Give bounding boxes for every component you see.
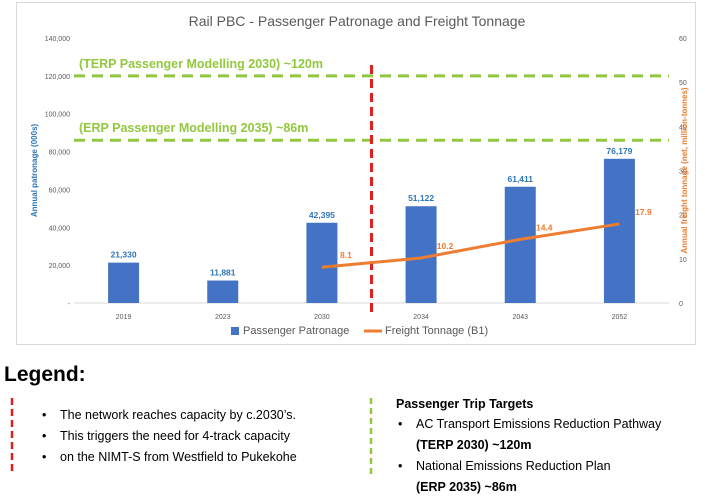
bar-label-2019: 21,330 (111, 250, 137, 260)
bar-label-2030: 42,395 (309, 210, 335, 220)
bar-label-2023: 11,881 (210, 268, 236, 278)
x-tick-label: 2034 (413, 314, 429, 321)
y-left-tick-label: 20,000 (49, 263, 71, 270)
y-right-tick-label: 30 (679, 169, 687, 176)
y-right-tick-label: 10 (679, 257, 687, 264)
y-left-tick-label: - (68, 301, 71, 308)
bar-2019 (108, 262, 140, 303)
capacity-note-2: This triggers the need for 4-track capac… (38, 426, 358, 447)
freight-line (321, 222, 620, 269)
chart-title: Rail PBC - Passenger Patronage and Freig… (189, 13, 526, 29)
y-left-tick-label: 60,000 (49, 187, 71, 194)
y-right-tick-label: 60 (679, 36, 687, 43)
legend-label-passenger: Passenger Patronage (243, 325, 349, 337)
capacity-marker-legend-line (10, 398, 14, 474)
target-item-erp: National Emissions Reduction Plan (ERP 2… (396, 456, 696, 498)
target-erp-value: (ERP 2035) ~86m (416, 480, 517, 494)
y-left-tick-label: 120,000 (45, 74, 70, 81)
bar-label-2052: 76,179 (606, 146, 632, 156)
legend-title: Legend: (4, 363, 86, 386)
y-right-tick-label: 50 (679, 80, 687, 87)
y-left-tick-label: 80,000 (49, 150, 71, 157)
bar-label-2043: 61,411 (507, 174, 533, 184)
bar-2023 (207, 280, 239, 303)
legend-label-freight: Freight Tonnage (B1) (385, 325, 488, 337)
chart-container: Rail PBC - Passenger Patronage and Freig… (16, 2, 696, 345)
y-left-tick-label: 140,000 (45, 36, 70, 43)
y-right-tick-label: 20 (679, 213, 687, 220)
x-tick-label: 2043 (512, 314, 528, 321)
freight-label-2052: 17.9 (635, 207, 652, 217)
y-right-tick-label: 40 (679, 124, 687, 131)
freight-label-2034: 10.2 (437, 241, 454, 251)
targets-title: Passenger Trip Targets (396, 397, 534, 411)
y-left-tick-label: 40,000 (49, 225, 71, 232)
y-left-axis-title: Annual patronage (000s) (30, 123, 39, 217)
bar-label-2034: 51,122 (408, 193, 434, 203)
x-tick-label: 2019 (116, 314, 132, 321)
capacity-notes: The network reaches capacity by c.2030’s… (38, 405, 358, 468)
capacity-note-3: on the NIMT-S from Westfield to Pukekohe (38, 447, 358, 468)
freight-label-2030: 8.1 (340, 250, 352, 260)
target-legend-line (369, 398, 373, 474)
passenger-trip-targets: Passenger Trip Targets AC Transport Emis… (396, 394, 696, 498)
target-item-terp: AC Transport Emissions Reduction Pathway… (396, 414, 696, 456)
bar-2043 (504, 186, 536, 303)
y-left-tick-label: 100,000 (45, 112, 70, 119)
x-tick-label: 2023 (215, 314, 231, 321)
capacity-note-1: The network reaches capacity by c.2030’s… (38, 405, 358, 426)
target-erp-desc: National Emissions Reduction Plan (416, 459, 611, 473)
reference-line-label-0: (TERP Passenger Modelling 2030) ~120m (79, 57, 323, 71)
freight-label-2043: 14.4 (536, 222, 553, 232)
bar-2030 (306, 222, 338, 303)
patronage-freight-chart: Rail PBC - Passenger Patronage and Freig… (30, 13, 689, 337)
y-right-tick-label: 0 (679, 301, 683, 308)
reference-line-label-1: (ERP Passenger Modelling 2035) ~86m (79, 121, 308, 135)
x-tick-label: 2052 (612, 314, 628, 321)
y-right-axis-title: Annual freight tonnage (net, million-ton… (680, 87, 689, 254)
x-tick-label: 2030 (314, 314, 330, 321)
target-terp-value: (TERP 2030) ~120m (416, 438, 532, 452)
legend-swatch-passenger (231, 327, 239, 335)
target-terp-desc: AC Transport Emissions Reduction Pathway (416, 417, 662, 431)
bar-2052 (603, 158, 635, 303)
